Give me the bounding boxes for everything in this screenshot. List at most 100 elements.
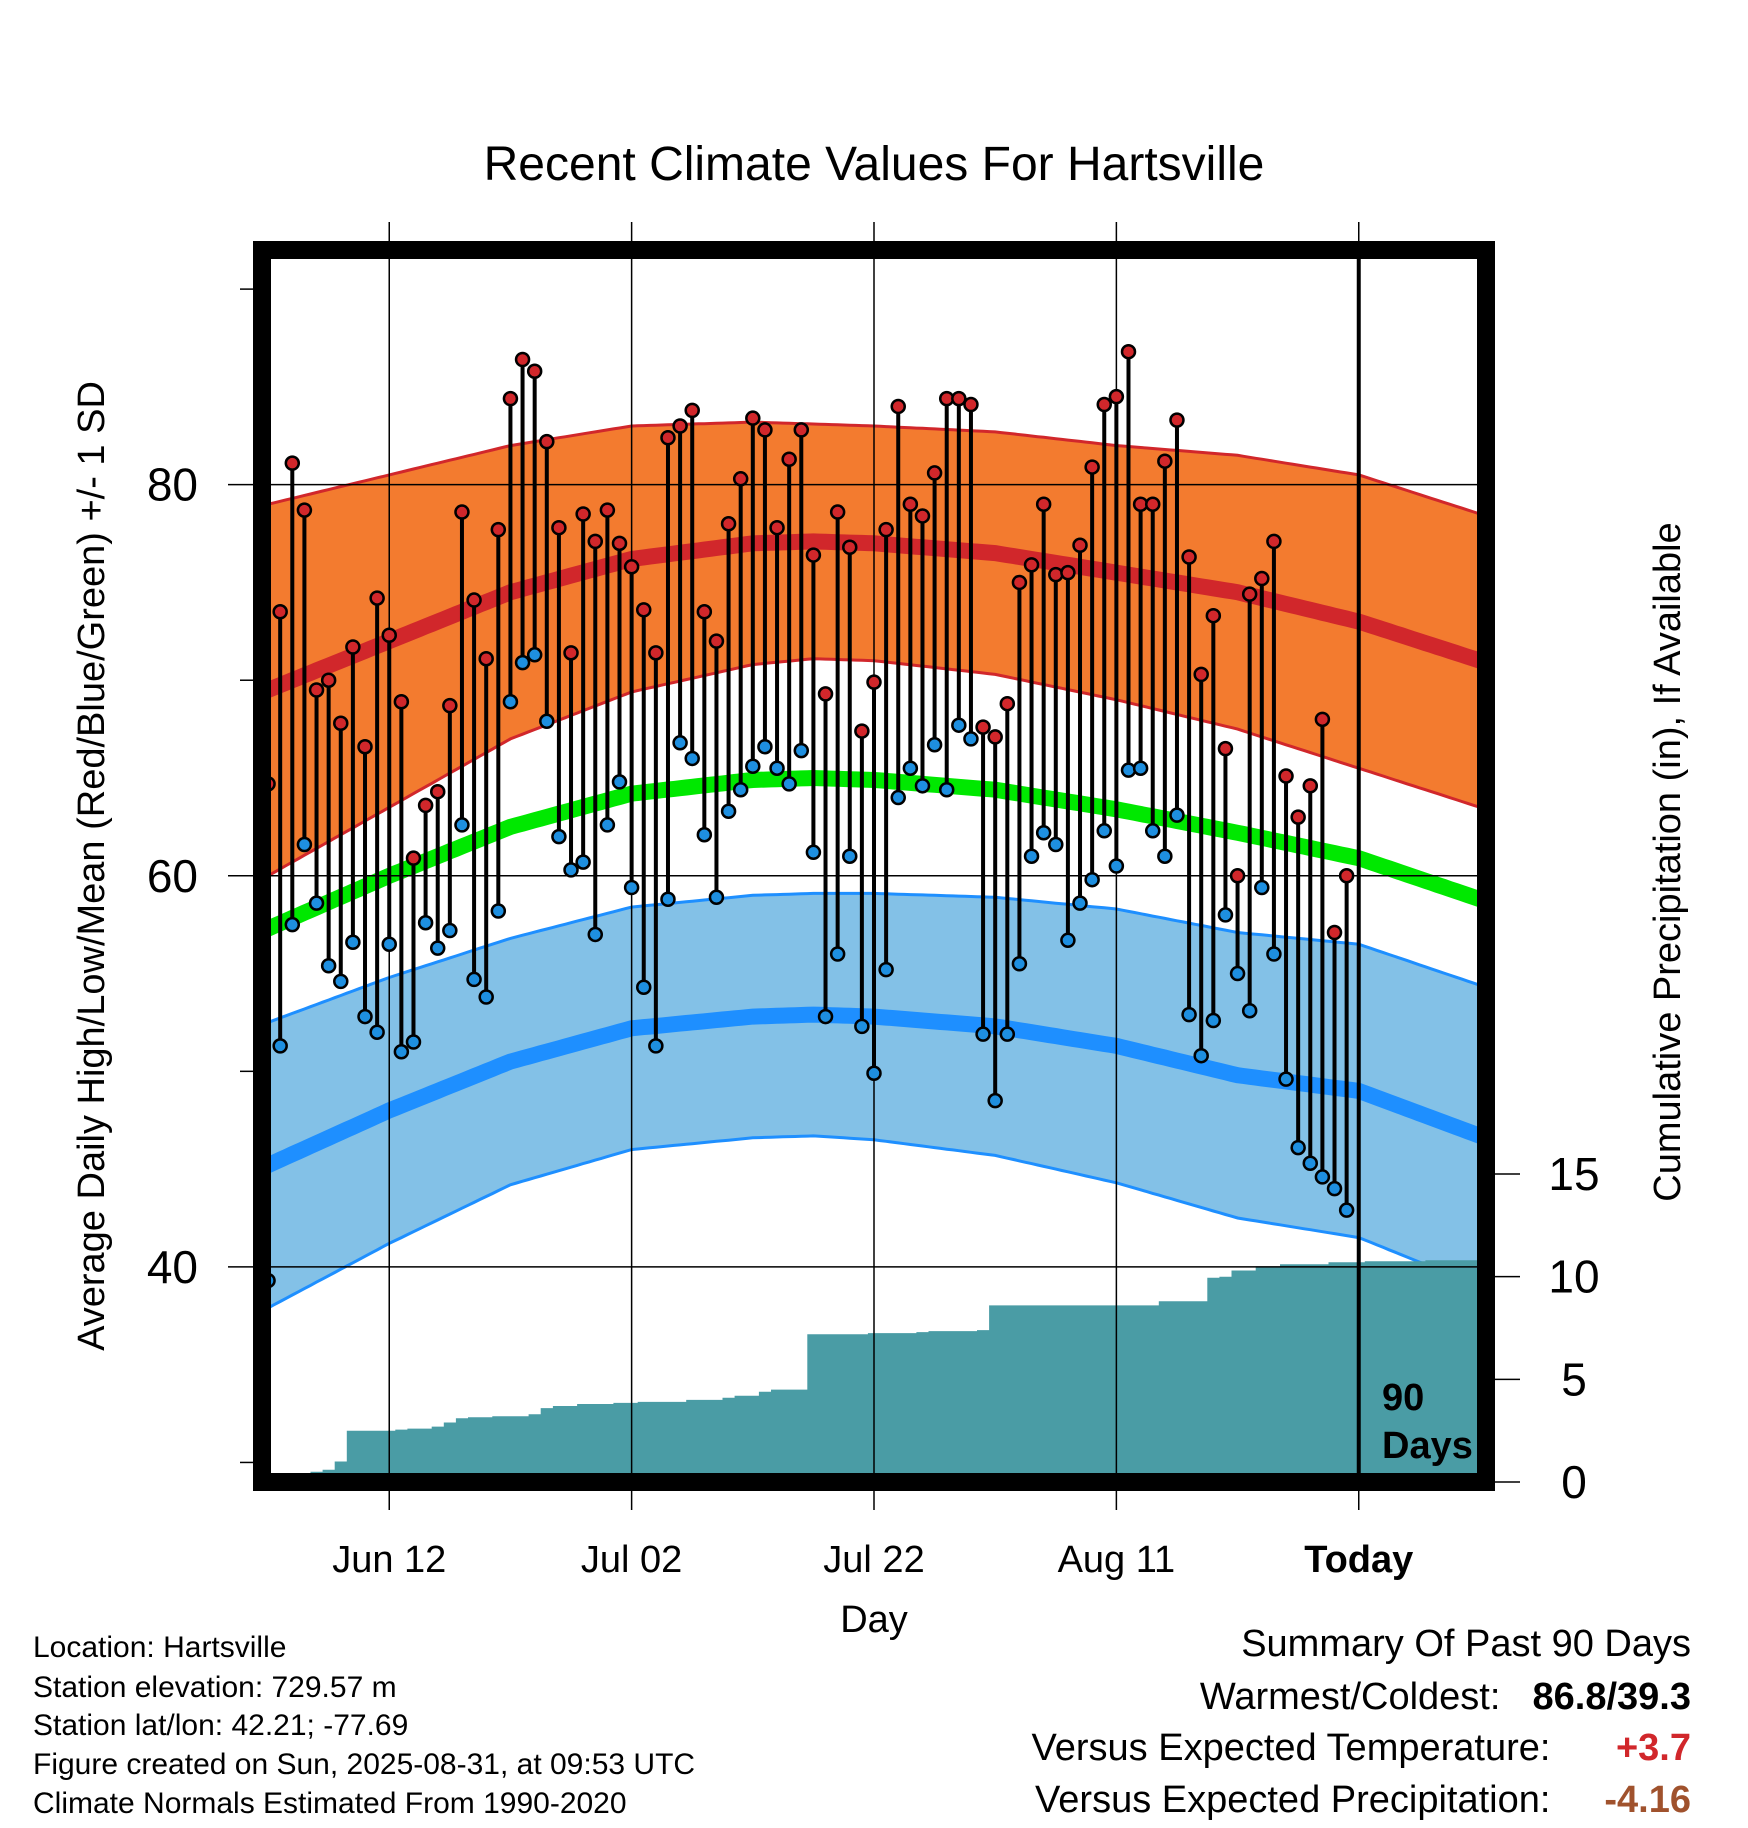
low-point xyxy=(1011,956,1028,972)
y2-axis-label: Cumulative Precipitation (in), If Availa… xyxy=(1647,522,1689,1201)
y2-tick-label: 15 xyxy=(1548,1148,1599,1200)
high-point xyxy=(551,519,567,536)
x-tick-label: Aug 11 xyxy=(1058,1539,1176,1581)
low-point xyxy=(345,934,361,951)
daily-range-stems xyxy=(266,351,1349,1281)
low-point xyxy=(1144,823,1161,839)
low-point xyxy=(296,836,313,853)
low-point xyxy=(1084,871,1100,888)
high-point xyxy=(563,645,579,661)
high-point xyxy=(866,674,882,690)
low-point xyxy=(1338,1202,1355,1218)
x-tick-label: Jul 02 xyxy=(581,1539,682,1581)
low-point xyxy=(696,826,713,843)
axes: Jun 12 Jul 02 Jul 22 Aug 11 Today 40 60 80 0 5 10 1… xyxy=(147,222,1600,1581)
high-point xyxy=(429,783,446,800)
low-point xyxy=(490,903,507,919)
low-point xyxy=(1060,932,1076,949)
warm-cold-value: 86.8/39.3 xyxy=(1532,1676,1691,1718)
high-point xyxy=(296,502,313,518)
x-tick-label: Today xyxy=(1304,1539,1413,1581)
low-point xyxy=(902,760,919,776)
low-point xyxy=(381,936,397,952)
high-point xyxy=(890,398,906,415)
low-point xyxy=(938,781,955,798)
high-point xyxy=(951,390,967,407)
high-point xyxy=(999,695,1016,712)
low-point xyxy=(308,895,325,911)
created-text: Figure created on Sun, 2025-08-31, at 09… xyxy=(33,1748,696,1781)
low-point xyxy=(1302,1155,1319,1171)
low-point xyxy=(1193,1047,1209,1064)
high-point xyxy=(817,686,834,702)
high-point xyxy=(417,797,434,814)
low-point xyxy=(502,693,519,710)
high-point xyxy=(623,559,640,575)
elevation-text: Station elevation: 729.57 m xyxy=(33,1671,397,1704)
x-axis-label: Day xyxy=(840,1599,908,1641)
low-point xyxy=(672,735,688,751)
high-point xyxy=(842,539,858,555)
low-point xyxy=(866,1065,882,1082)
high-point xyxy=(1169,412,1185,428)
low-point xyxy=(1096,823,1113,839)
low-point xyxy=(914,778,931,794)
summary-warm-cold: Warmest/Coldest: 86.8/39.3 xyxy=(1200,1675,1691,1719)
high-point xyxy=(781,451,797,467)
low-point xyxy=(1278,1071,1294,1087)
high-point xyxy=(1254,570,1270,587)
low-point xyxy=(333,973,349,990)
y-tick-label: 60 xyxy=(147,850,198,902)
high-point xyxy=(660,429,676,446)
high-point xyxy=(526,363,543,379)
high-point xyxy=(1011,574,1028,591)
low-point xyxy=(563,862,579,878)
high-point xyxy=(1290,809,1306,825)
summary-precip-anomaly: Versus Expected Precipitation: -4.16 xyxy=(1035,1778,1691,1822)
high-point xyxy=(1096,396,1113,413)
high-point xyxy=(478,650,494,667)
high-point xyxy=(1193,666,1209,683)
high-point xyxy=(284,455,301,471)
high-point xyxy=(381,627,397,643)
daily-points xyxy=(262,343,1355,1289)
high-point xyxy=(769,519,785,536)
y-axis-label: Average Daily High/Low/Mean (Red/Blue/Gr… xyxy=(71,381,113,1351)
high-point xyxy=(1326,924,1343,941)
high-point xyxy=(1314,711,1331,728)
summary-temp-anomaly: Versus Expected Temperature: +3.7 xyxy=(1032,1726,1691,1770)
high-point xyxy=(708,633,725,649)
low-point xyxy=(575,854,591,870)
high-point xyxy=(611,535,628,552)
high-point xyxy=(1023,557,1040,573)
high-point xyxy=(672,418,688,434)
low-point xyxy=(708,889,725,906)
high-point xyxy=(1048,566,1064,583)
low-point xyxy=(442,922,458,939)
low-point xyxy=(1072,895,1088,911)
low-point xyxy=(1229,965,1246,982)
high-point xyxy=(539,433,555,450)
location-text: Location: Hartsville xyxy=(33,1631,287,1664)
y2-tick-label: 0 xyxy=(1561,1456,1587,1508)
x-tick-label: Jul 22 xyxy=(823,1539,924,1581)
high-point xyxy=(333,715,349,731)
high-point xyxy=(975,719,991,735)
low-point xyxy=(890,789,906,806)
low-point xyxy=(1181,1006,1197,1023)
low-point xyxy=(660,891,676,907)
high-point xyxy=(696,604,713,620)
low-point xyxy=(1314,1169,1331,1185)
low-point xyxy=(526,647,543,663)
normals-text: Climate Normals Estimated From 1990-2020 xyxy=(33,1787,627,1820)
low-point xyxy=(284,916,301,933)
low-point xyxy=(478,989,494,1005)
high-point xyxy=(878,521,894,538)
low-point xyxy=(1169,807,1185,823)
low-point xyxy=(720,803,737,819)
low-point xyxy=(272,1038,288,1054)
high-point xyxy=(502,390,519,407)
high-point xyxy=(345,639,361,655)
low-point xyxy=(357,1008,373,1025)
